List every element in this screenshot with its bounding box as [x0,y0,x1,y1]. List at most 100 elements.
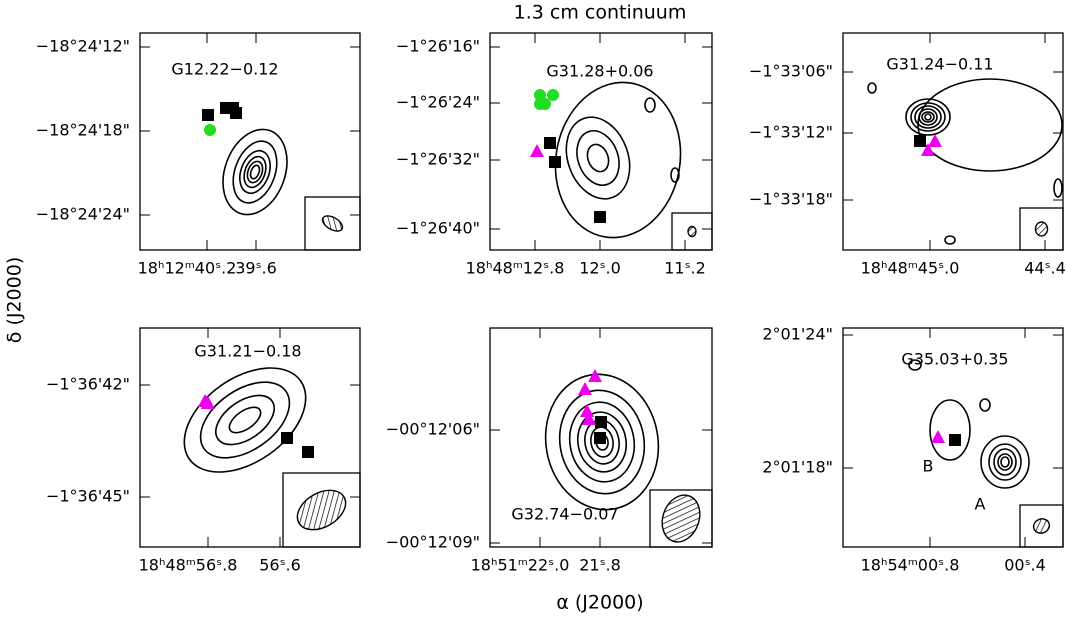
panel-frame [842,32,1064,251]
x-axis-label: α (J2000) [556,592,643,614]
x-tick-label: 56ˢ.6 [259,556,301,575]
y-tick-label: −18°24'18" [36,121,130,140]
contour [568,401,636,483]
x-tick-label: 44ˢ.4 [1024,259,1066,278]
panel: G35.03+0.35 B A 2°01'24" 2°01'18" 18ʰ54ᵐ00ˢ.8… [762,325,1064,575]
y-tick-label: −1°33'18" [749,190,833,209]
green-marker [534,98,546,110]
beam [321,215,344,232]
beam [1032,518,1051,534]
panel: G31.24−0.11 −1°33'06" −1°33'12" −1°33'18" 18… [749,32,1066,278]
contour [183,367,307,473]
beam [296,489,347,531]
contour [1053,178,1063,198]
y-tick-label: −1°26'24" [396,93,480,112]
panel: G31.21−0.18 −1°36'42" −1°36'45" 18ʰ48ᵐ56ˢ.8… [46,327,361,575]
x-tick-label: 11ˢ.2 [664,259,706,278]
beam [687,225,697,238]
contour [670,167,680,183]
contour [997,453,1013,471]
panel-name: G35.03+0.35 [901,350,1008,369]
green-marker [547,89,559,101]
panel-frame [139,327,361,548]
contour [910,102,946,132]
panel-name: G32.74−0.07 [511,505,618,524]
beam-box [304,196,361,251]
square-marker [949,434,961,446]
y-tick-label: −18°24'24" [36,205,130,224]
panel-frame [842,327,1064,548]
contour [921,111,935,123]
x-tick-label: 12ˢ.0 [579,259,621,278]
panel-frame [489,327,713,548]
x-tick-label: 21ˢ.8 [579,556,621,575]
y-tick-label: 2°01'24" [762,325,833,344]
square-marker [595,416,607,428]
triangle-marker [928,134,942,147]
contour [867,82,877,94]
contour [979,398,991,412]
y-tick-label: −1°26'16" [396,37,480,56]
figure-title: 1.3 cm continuum [514,2,687,24]
y-tick-label: −1°26'32" [396,150,480,169]
y-tick-label: −00°12'06" [386,420,480,439]
x-tick-label: 18ʰ51ᵐ22ˢ.0 [471,556,570,575]
triangle-marker [201,396,215,409]
contour [199,381,291,459]
square-marker [549,156,561,168]
square-marker [914,135,926,147]
contour [993,448,1017,476]
contour [929,399,971,461]
contour [246,160,264,184]
x-tick-label: 18ʰ54ᵐ00ˢ.8 [861,556,960,575]
contour [228,406,262,434]
contour [914,105,942,129]
contour [918,108,938,126]
panel-frame [139,32,361,251]
contour [222,128,288,216]
panel: G32.74−0.07 −00°12'06" −00°12'09" 18ʰ51ᵐ22ˢ… [386,327,713,575]
panel-name: G31.28+0.06 [546,62,653,81]
y-tick-label: −1°36'45" [46,487,130,506]
contour [558,389,646,495]
panel: G12.22−0.12 −18°24'12" −18°24'18" −18°24'24… [36,32,361,278]
panel-name: G31.21−0.18 [194,342,301,361]
x-tick-label: 18ʰ48ᵐ12ˢ.8 [466,259,565,278]
contour [980,435,1030,489]
panel-frame [489,32,713,251]
square-marker [594,432,606,444]
square-marker [230,107,242,119]
x-tick-label: 18ʰ48ᵐ45ˢ.0 [861,259,960,278]
x-tick-label: 39ˢ.6 [235,259,277,278]
x-tick-label: 18ʰ12ᵐ40ˢ.2 [138,259,237,278]
triangle-marker [530,144,544,157]
source-label: A [975,495,986,514]
y-tick-label: −18°24'12" [36,37,130,56]
triangle-marker [582,412,596,425]
square-marker [281,432,293,444]
contour [243,155,267,189]
contour [232,140,278,204]
contour [908,359,922,371]
panel-name: G12.22−0.12 [171,60,278,79]
beam-box [671,212,713,251]
beam-box [1019,207,1064,251]
square-marker [544,137,556,149]
contour [1000,456,1010,468]
beam [1034,221,1049,237]
panel-name: G31.24−0.11 [886,55,993,74]
contour [544,373,660,511]
green-marker [204,124,216,136]
contour [554,81,682,239]
source-label: B [923,457,934,476]
contour [905,98,951,136]
square-marker [594,211,606,223]
y-tick-label: −1°36'42" [46,375,130,394]
y-axis-label: δ (J2000) [4,257,26,343]
triangle-marker [931,430,945,443]
contour [924,113,932,121]
beam-box [649,489,713,548]
green-marker [534,89,546,101]
contour [944,235,956,245]
